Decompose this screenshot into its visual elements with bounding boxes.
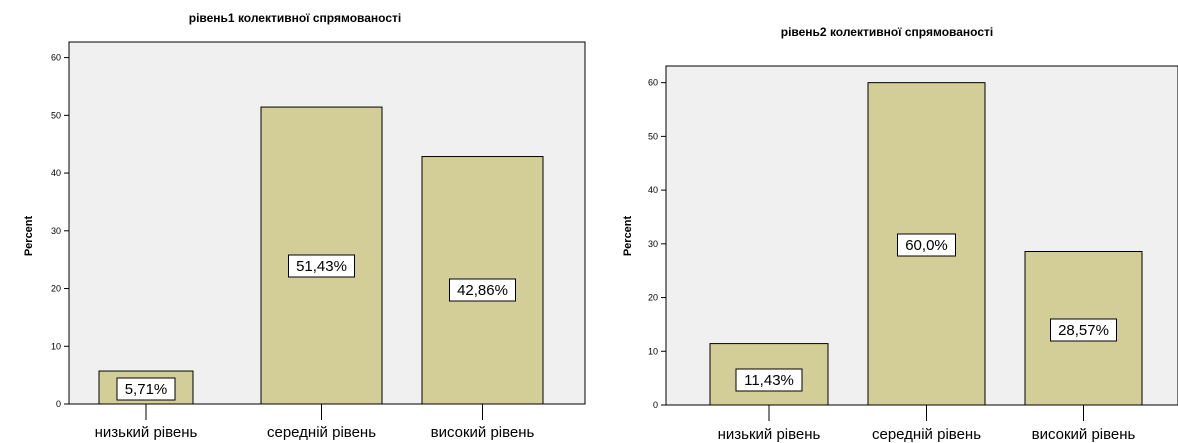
chart-1-x-tick-label: середній рівень	[267, 424, 376, 441]
chart-1-y-tick-label: 40	[51, 168, 61, 178]
chart-1-data-label-box	[449, 278, 516, 302]
chart-2-y-tick-label: 40	[648, 185, 658, 195]
chart-1-x-tick-label: низький рівень	[95, 424, 198, 441]
chart-2-title: рівень2 колективної спрямованості	[781, 25, 993, 39]
chart-2-data-label-box	[735, 368, 803, 392]
chart-2-data-label: 60,0%	[905, 237, 948, 254]
chart-2-y-tick-label: 50	[648, 131, 658, 141]
chart-1-data-label: 5,71%	[125, 381, 168, 398]
chart-2-y-axis-label: Percent	[622, 215, 634, 256]
chart-1-y-tick-label: 0	[56, 399, 61, 409]
chart-2-data-label: 11,43%	[744, 372, 794, 389]
chart-1-y-tick-label: 20	[51, 284, 61, 294]
chart-1: рівень1 колективної спрямованості Percen…	[23, 11, 586, 441]
chart-2-data-label-box	[1050, 318, 1117, 342]
chart-2-y-tick-label: 0	[653, 400, 658, 410]
chart-2-y-tick-label: 60	[648, 78, 658, 88]
chart-1-y-tick-label: 30	[51, 226, 61, 236]
chart-2: рівень2 колективної спрямованості Percen…	[622, 25, 1178, 443]
chart-1-title: рівень1 колективної спрямованості	[189, 11, 401, 25]
chart-1-data-label-box	[288, 254, 355, 278]
chart-1-data-label-box	[116, 377, 176, 401]
chart-1-y-tick-label: 50	[51, 110, 61, 120]
chart-1-y-tick-label: 10	[51, 341, 61, 351]
chart-1-x-tick-label: високий рівень	[431, 424, 535, 441]
chart-1-data-label: 42,86%	[457, 282, 508, 299]
chart-2-data-label-box	[897, 233, 956, 257]
chart-2-bar	[709, 343, 829, 406]
chart-1-y-axis-label: Percent	[23, 215, 35, 256]
chart-2-data-label: 28,57%	[1058, 322, 1109, 339]
chart-2-y-tick-label: 10	[648, 346, 658, 356]
chart-1-y-tick-label: 60	[51, 53, 61, 63]
chart-1-data-label: 51,43%	[296, 258, 347, 275]
chart-2-y-tick-label: 20	[648, 293, 658, 303]
chart-2-y-tick-label: 30	[648, 239, 658, 249]
chart-2-x-tick-label: низький рівень	[718, 426, 821, 443]
chart-2-x-tick-label: середній рівень	[872, 426, 981, 443]
chart-2-x-tick-label: високий рівень	[1032, 426, 1136, 443]
